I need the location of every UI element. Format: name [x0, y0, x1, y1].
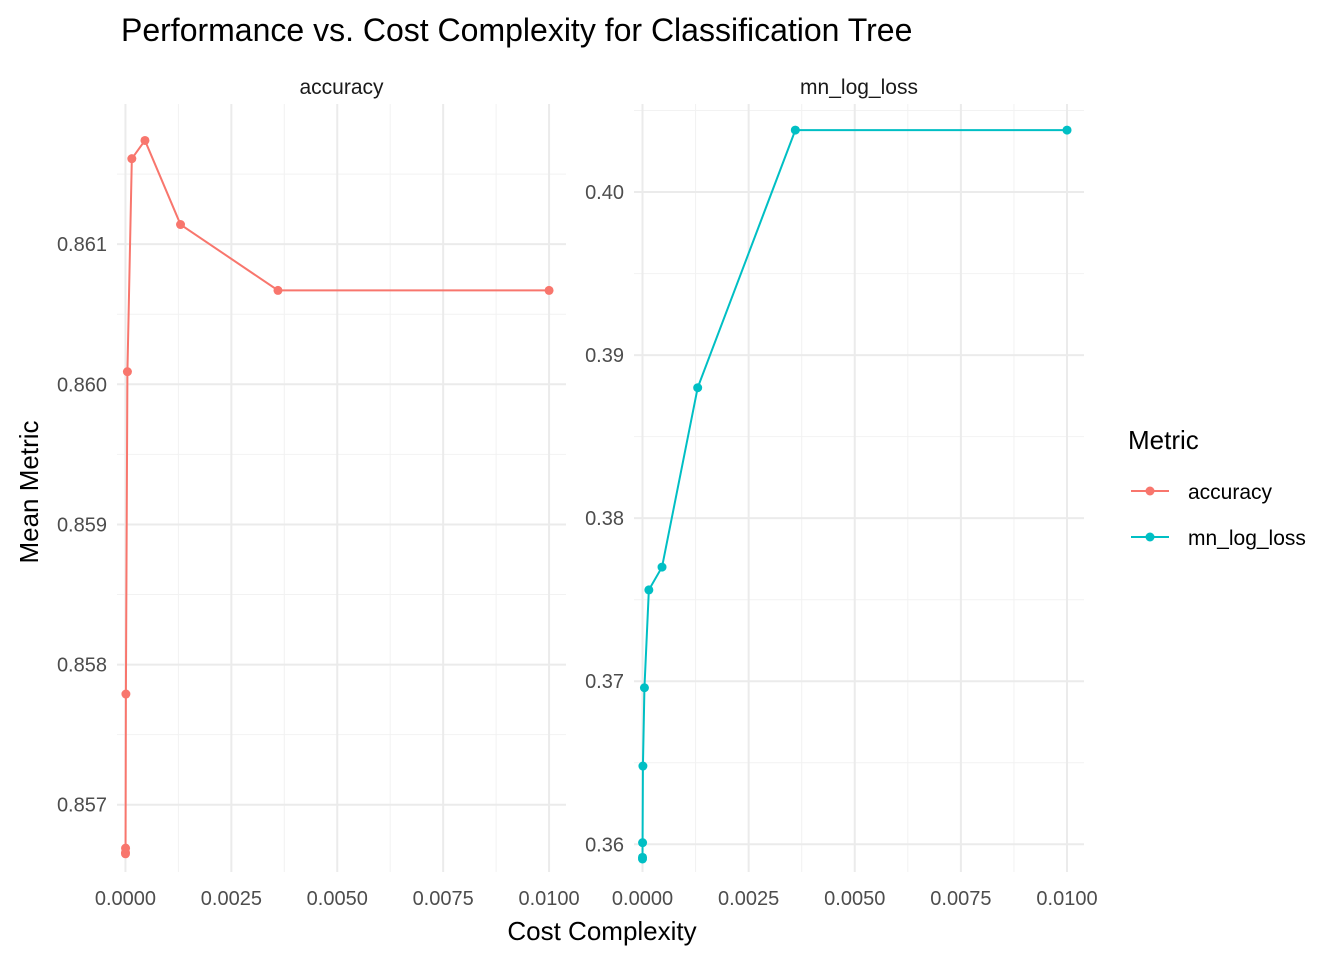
y-tick-label: 0.859 [57, 514, 107, 536]
legend-label: mn_log_loss [1188, 527, 1306, 550]
legend-item-accuracy: accuracy [1131, 481, 1273, 504]
y-tick-label: 0.36 [585, 834, 624, 856]
x-tick-label: 0.0025 [718, 888, 779, 910]
x-tick-label: 0.0000 [95, 888, 156, 910]
data-point [544, 285, 554, 295]
facet-panels: 0.857 0.858 0.859 0.860 0.861 0.0000 0.0025 0.0… [57, 76, 1098, 910]
data-point [644, 585, 654, 595]
chart-title: Performance vs. Cost Complexity for Clas… [121, 12, 912, 48]
x-axis-title: Cost Complexity [507, 916, 696, 946]
legend: Metric accuracy mn_log_loss [1128, 425, 1306, 550]
data-point [127, 154, 137, 164]
y-tick-label: 0.40 [585, 182, 624, 204]
panel-mn-log-loss: 0.36 0.37 0.38 0.39 0.40 0.0000 0.0025 0.0050 0.… [585, 76, 1098, 910]
x-tick-label: 0.0100 [518, 888, 579, 910]
data-point [121, 689, 131, 699]
data-point [1062, 125, 1072, 135]
facet-label: mn_log_loss [800, 76, 918, 99]
y-tick-label: 0.861 [57, 234, 107, 256]
data-point [638, 838, 648, 848]
y-tick-label: 0.858 [57, 655, 107, 677]
x-tick-label: 0.0075 [930, 888, 991, 910]
data-point [693, 383, 703, 393]
series-line-mn-log-loss [641, 129, 1068, 859]
data-point [273, 285, 283, 295]
x-tick-label: 0.0000 [612, 888, 673, 910]
legend-title: Metric [1128, 425, 1199, 455]
x-tick-label: 0.0050 [824, 888, 885, 910]
x-tick-label: 0.0100 [1036, 888, 1097, 910]
y-tick-label: 0.37 [585, 671, 624, 693]
legend-item-mn-log-loss: mn_log_loss [1131, 527, 1306, 550]
x-tick-label: 0.0025 [201, 888, 262, 910]
data-point [638, 852, 648, 862]
data-point [639, 683, 649, 693]
data-point [790, 125, 800, 135]
legend-key-point [1145, 486, 1155, 496]
panel-accuracy: 0.857 0.858 0.859 0.860 0.861 0.0000 0.0025 0.0… [57, 76, 580, 910]
data-point [657, 562, 667, 572]
legend-key-point [1145, 532, 1155, 542]
y-axis-title: Mean Metric [14, 420, 44, 563]
data-point [638, 761, 648, 771]
data-point [140, 135, 150, 145]
legend-label: accuracy [1188, 481, 1273, 504]
x-tick-label: 0.0050 [307, 888, 368, 910]
y-tick-label: 0.860 [57, 374, 107, 396]
x-tick-label: 0.0075 [413, 888, 474, 910]
data-point [122, 367, 132, 377]
y-tick-label: 0.857 [57, 795, 107, 817]
facet-label: accuracy [299, 76, 384, 99]
data-point [121, 843, 131, 853]
y-tick-label: 0.39 [585, 345, 624, 367]
data-point [176, 220, 186, 230]
y-tick-label: 0.38 [585, 508, 624, 530]
